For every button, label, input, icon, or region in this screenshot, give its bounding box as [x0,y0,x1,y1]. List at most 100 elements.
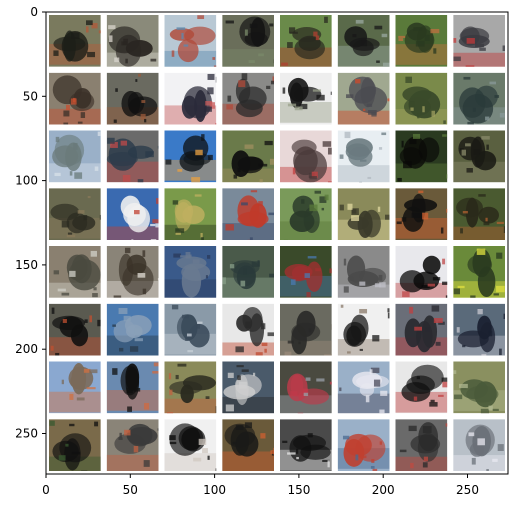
tile-speckle [180,255,189,258]
tile-speckle [54,172,61,177]
tile-speckle [90,250,97,257]
y-tick-label: 200 [15,342,38,356]
sample-tile [106,419,159,471]
tile-speckle [301,199,305,204]
sample-tile [337,246,390,298]
tile-blob [234,374,262,396]
tile-speckle [381,33,388,38]
sample-tile [164,130,217,183]
tile-speckle [324,194,329,201]
tile-blob [176,314,198,341]
tile-speckle [233,174,238,179]
tile-speckle [114,57,120,63]
tile-speckle [133,387,141,392]
tile-speckle [157,278,159,281]
tile-speckle [197,15,205,20]
tile-speckle [457,285,465,289]
tile-speckle [63,122,69,125]
tile-speckle [445,423,448,427]
tile-speckle [316,378,325,382]
tile-speckle [122,174,131,182]
tile-speckle [181,32,184,40]
x-tick-label: 150 [287,483,310,497]
tile-speckle [422,106,425,113]
tile-blob [343,321,367,347]
tile-speckle [446,208,448,213]
tile-speckle [298,341,301,345]
tile-speckle [252,372,256,377]
tile-blob [235,99,263,118]
tile-speckle [503,226,505,234]
tile-speckle [483,221,490,226]
tile-speckle [477,308,483,315]
tile-speckle [492,458,498,462]
tile-speckle [268,212,274,216]
sample-tile [49,419,101,471]
tile-speckle [197,321,203,324]
image-grid [46,12,508,474]
tile-speckle [251,261,260,267]
tile-speckle [110,141,118,148]
tile-speckle [140,113,146,120]
tile-blob [123,202,146,227]
tile-speckle [385,214,390,220]
tile-speckle [125,58,128,64]
tile-speckle [302,388,309,393]
tile-speckle [359,455,367,459]
y-axis: 0 50 100 150 200 250 [15,5,46,441]
tile-speckle [416,376,420,380]
tile-speckle [206,255,211,259]
y-tick-label: 0 [30,5,38,19]
sample-tile [222,246,274,298]
tile-speckle [123,315,131,322]
tile-blob [289,210,315,233]
tile-speckle [456,327,460,333]
tile-speckle [118,307,128,314]
tile-speckle [175,374,179,380]
tile-speckle [118,437,123,440]
tile-speckle [89,315,93,323]
tile-speckle [270,80,274,85]
tile-speckle [299,103,308,110]
tile-speckle [480,408,490,414]
tile-speckle [477,438,485,446]
tile-speckle [304,273,310,278]
tile-speckle [53,50,59,56]
tile-speckle [453,56,461,62]
tile-speckle [241,202,248,206]
tile-speckle [69,423,75,427]
sample-tile [222,419,274,471]
tile-speckle [137,272,146,278]
tile-speckle [453,288,460,295]
tile-blob [121,90,141,117]
tile-speckle [433,48,437,54]
y-tick-label: 50 [23,89,38,103]
tile-speckle [225,20,234,24]
tile-blob [52,315,86,330]
tile-speckle [458,383,468,389]
tile-speckle [152,219,159,224]
tile-speckle [398,35,406,38]
tile-blob [422,255,441,275]
tile-speckle [414,326,423,331]
tile-speckle [112,324,116,327]
tile-speckle [264,348,267,353]
tile-speckle [431,305,440,312]
x-tick-label: 200 [372,483,395,497]
tile-speckle [465,65,475,67]
tile-speckle [463,76,471,80]
tile-speckle [327,460,330,468]
tile-speckle [134,338,143,342]
tile-speckle [315,35,320,41]
sample-tile [164,419,217,471]
tile-speckle [478,194,486,197]
tile-speckle [446,174,448,179]
tile-speckle [494,95,500,98]
tile-speckle [215,468,217,471]
tile-speckle [266,85,271,90]
tile-speckle [351,215,360,222]
tile-speckle [57,288,66,292]
tile-blob [418,137,440,163]
tile-speckle [423,456,428,462]
tile-speckle [177,363,187,367]
